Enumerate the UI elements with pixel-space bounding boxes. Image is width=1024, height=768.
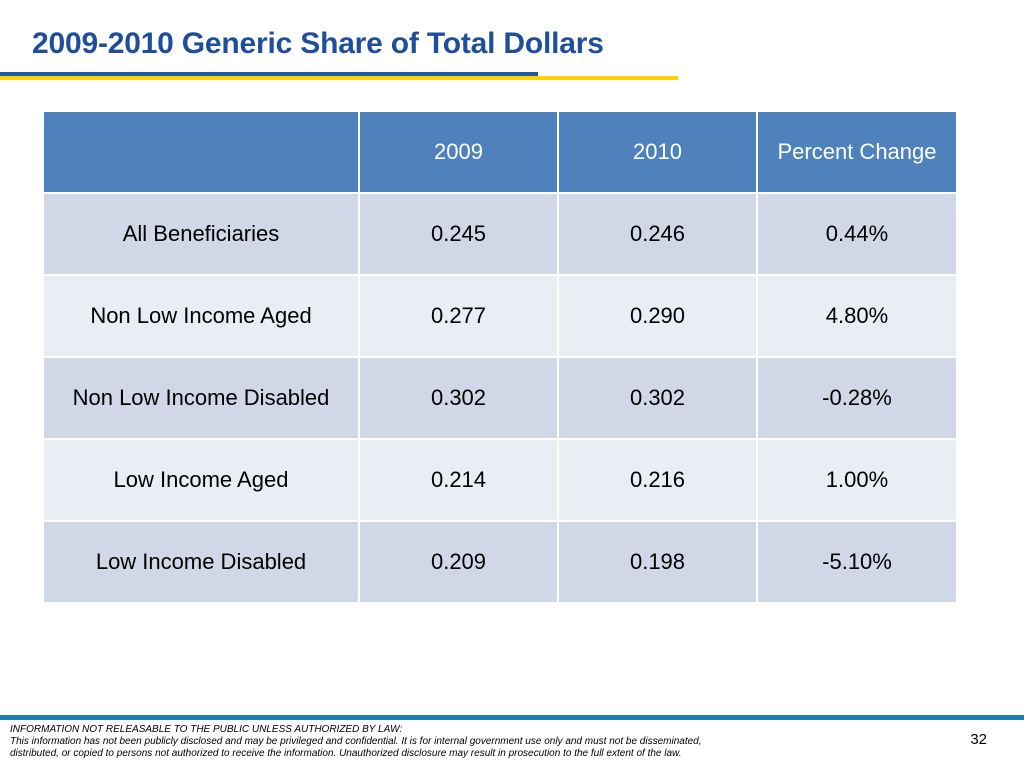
table-row: Low Income Disabled 0.209 0.198 -5.10% [42,520,958,604]
title-underline-blue [0,72,538,76]
value-2010: 0.216 [557,438,758,522]
notice-line-heading: INFORMATION NOT RELEASABLE TO THE PUBLIC… [10,724,403,735]
header-cell-blank [42,110,360,194]
value-2010: 0.302 [557,356,758,440]
title-underline-yellow [0,76,678,80]
value-2010: 0.198 [557,520,758,604]
table-header-row: 2009 2010 Percent Change [42,110,958,194]
row-label: All Beneficiaries [42,192,360,276]
page-number: 32 [970,731,987,748]
table-row: All Beneficiaries 0.245 0.246 0.44% [42,192,958,276]
value-2009: 0.214 [358,438,559,522]
row-label: Non Low Income Disabled [42,356,360,440]
value-percent-change: 0.44% [756,192,958,276]
notice-line: This information has not been publicly d… [10,736,702,747]
value-percent-change: -0.28% [756,356,958,440]
table-row: Non Low Income Disabled 0.302 0.302 -0.2… [42,356,958,440]
value-2009: 0.245 [358,192,559,276]
value-percent-change: 1.00% [756,438,958,522]
generic-share-table: 2009 2010 Percent Change All Beneficiari… [42,110,958,604]
value-percent-change: 4.80% [756,274,958,358]
confidentiality-notice: INFORMATION NOT RELEASABLE TO THE PUBLIC… [10,724,910,760]
value-2010: 0.290 [557,274,758,358]
table-row: Non Low Income Aged 0.277 0.290 4.80% [42,274,958,358]
value-2010: 0.246 [557,192,758,276]
header-cell-percent-change: Percent Change [756,110,958,194]
row-label: Low Income Disabled [42,520,360,604]
value-2009: 0.277 [358,274,559,358]
row-label: Non Low Income Aged [42,274,360,358]
value-2009: 0.209 [358,520,559,604]
value-percent-change: -5.10% [756,520,958,604]
notice-line: distributed, or copied to persons not au… [10,748,682,759]
value-2009: 0.302 [358,356,559,440]
row-label: Low Income Aged [42,438,360,522]
header-cell-2010: 2010 [557,110,758,194]
header-cell-2009: 2009 [358,110,559,194]
slide-title: 2009-2010 Generic Share of Total Dollars [32,27,604,60]
table-row: Low Income Aged 0.214 0.216 1.00% [42,438,958,522]
footer-rule [0,715,1024,720]
